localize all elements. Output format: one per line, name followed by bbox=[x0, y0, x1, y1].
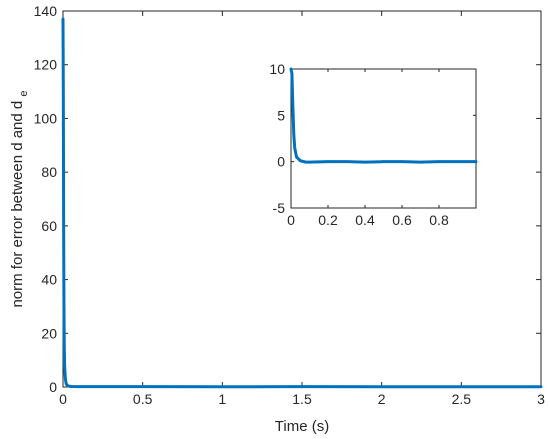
inset-plot-area bbox=[290, 68, 477, 209]
inset-x-tick-label: 0.2 bbox=[318, 212, 338, 228]
inset-x-tick-label: 0.6 bbox=[392, 212, 412, 228]
main-x-tick-label: 1 bbox=[218, 391, 226, 407]
inset-series-line bbox=[289, 67, 478, 164]
y-axis-label: norm for error between d and d e bbox=[9, 90, 30, 307]
main-y-tick-label: 140 bbox=[34, 3, 58, 19]
main-y-tick-label: 0 bbox=[49, 379, 57, 395]
inset-y-tick-label: 5 bbox=[277, 107, 285, 123]
inset-x-tick-label: 0.4 bbox=[355, 212, 375, 228]
main-x-tick-label: 0.5 bbox=[133, 391, 153, 407]
inset-y-tick-label: 10 bbox=[269, 61, 285, 77]
main-y-tick-label: 120 bbox=[34, 57, 58, 73]
inset-y-tick-label: -5 bbox=[273, 200, 286, 216]
main-series bbox=[61, 17, 543, 389]
main-y-tick-label: 100 bbox=[34, 110, 58, 126]
x-axis-label: Time (s) bbox=[275, 418, 329, 435]
main-y-tick-label: 80 bbox=[41, 164, 57, 180]
inset-x-ticks: 0 0.2 0.4 0.6 0.8 bbox=[287, 69, 449, 228]
inset-x-tick-label: 0 bbox=[287, 212, 295, 228]
main-series-line bbox=[61, 17, 543, 389]
main-x-tick-label: 2 bbox=[378, 391, 386, 407]
main-x-tick-label: 2.5 bbox=[452, 391, 472, 407]
main-x-ticks: 0 0.5 1 1.5 2 2.5 3 bbox=[59, 11, 545, 407]
inset-y-ticks: -5 0 5 10 bbox=[269, 61, 476, 216]
main-y-tick-label: 20 bbox=[41, 325, 57, 341]
main-x-tick-label: 1.5 bbox=[292, 391, 312, 407]
main-y-tick-label: 60 bbox=[41, 218, 57, 234]
main-x-tick-label: 3 bbox=[537, 391, 545, 407]
inset-x-tick-label: 0.8 bbox=[429, 212, 449, 228]
main-y-tick-label: 40 bbox=[41, 272, 57, 288]
inset-series bbox=[289, 67, 478, 164]
y-axis-label-group: norm for error between d and d e bbox=[9, 90, 30, 307]
y-axis-label-main: norm for error between d and d bbox=[9, 101, 26, 308]
main-x-tick-label: 0 bbox=[59, 391, 67, 407]
y-axis-label-subscript: e bbox=[18, 90, 30, 96]
inset-y-tick-label: 0 bbox=[277, 154, 285, 170]
